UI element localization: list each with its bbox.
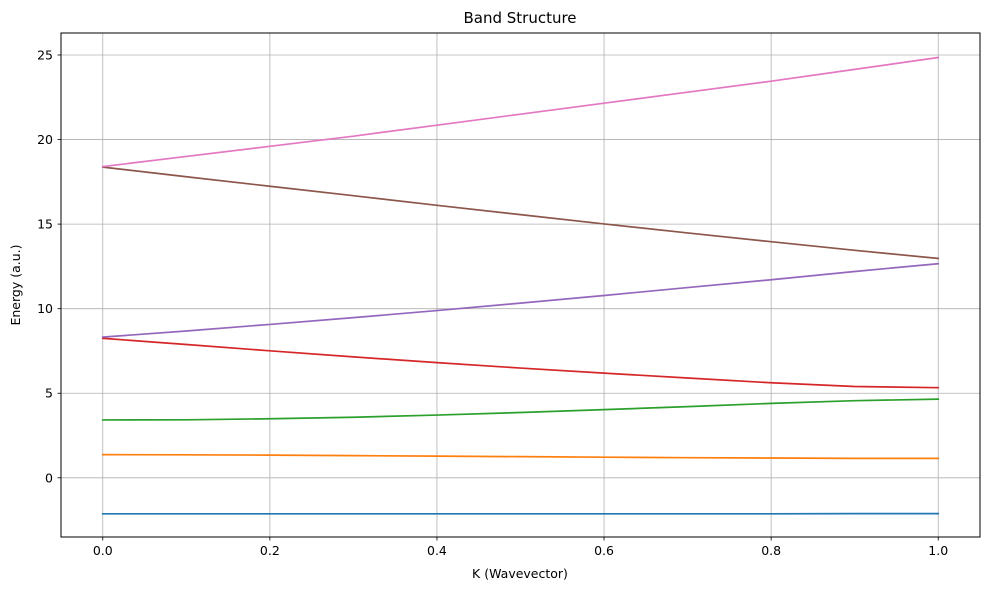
band-line-4	[101, 337, 940, 389]
plot-area	[61, 33, 980, 537]
x-tick-label: 0.4	[427, 543, 447, 558]
y-tick-label: 0	[45, 470, 53, 485]
plot-frame	[60, 32, 981, 538]
x-tick-label: 1.0	[928, 543, 948, 558]
x-tick-label: 0.2	[260, 543, 280, 558]
chart-title: Band Structure	[463, 9, 576, 27]
x-axis-ticks: 0.0 0.2 0.4 0.6 0.8 1.0	[93, 537, 948, 558]
series-lines	[101, 56, 940, 515]
band-line-6	[101, 166, 940, 260]
y-tick-label: 10	[37, 301, 53, 316]
y-tick-label: 25	[37, 47, 53, 62]
x-axis-label: K (Wavevector)	[472, 566, 568, 581]
band-line-2	[101, 453, 940, 460]
y-tick-label: 5	[45, 386, 53, 401]
grid	[61, 33, 980, 537]
x-tick-label: 0.8	[761, 543, 781, 558]
band-line-3	[101, 398, 940, 421]
y-axis-ticks: 0 5 10 15 20 25	[37, 47, 61, 485]
y-axis-label: Energy (a.u.)	[8, 244, 23, 325]
y-tick-label: 20	[37, 132, 53, 147]
y-tick-label: 15	[37, 217, 53, 232]
x-tick-label: 0.6	[594, 543, 614, 558]
band-line-5	[101, 262, 940, 338]
x-tick-label: 0.0	[93, 543, 113, 558]
band-line-7	[101, 56, 940, 168]
